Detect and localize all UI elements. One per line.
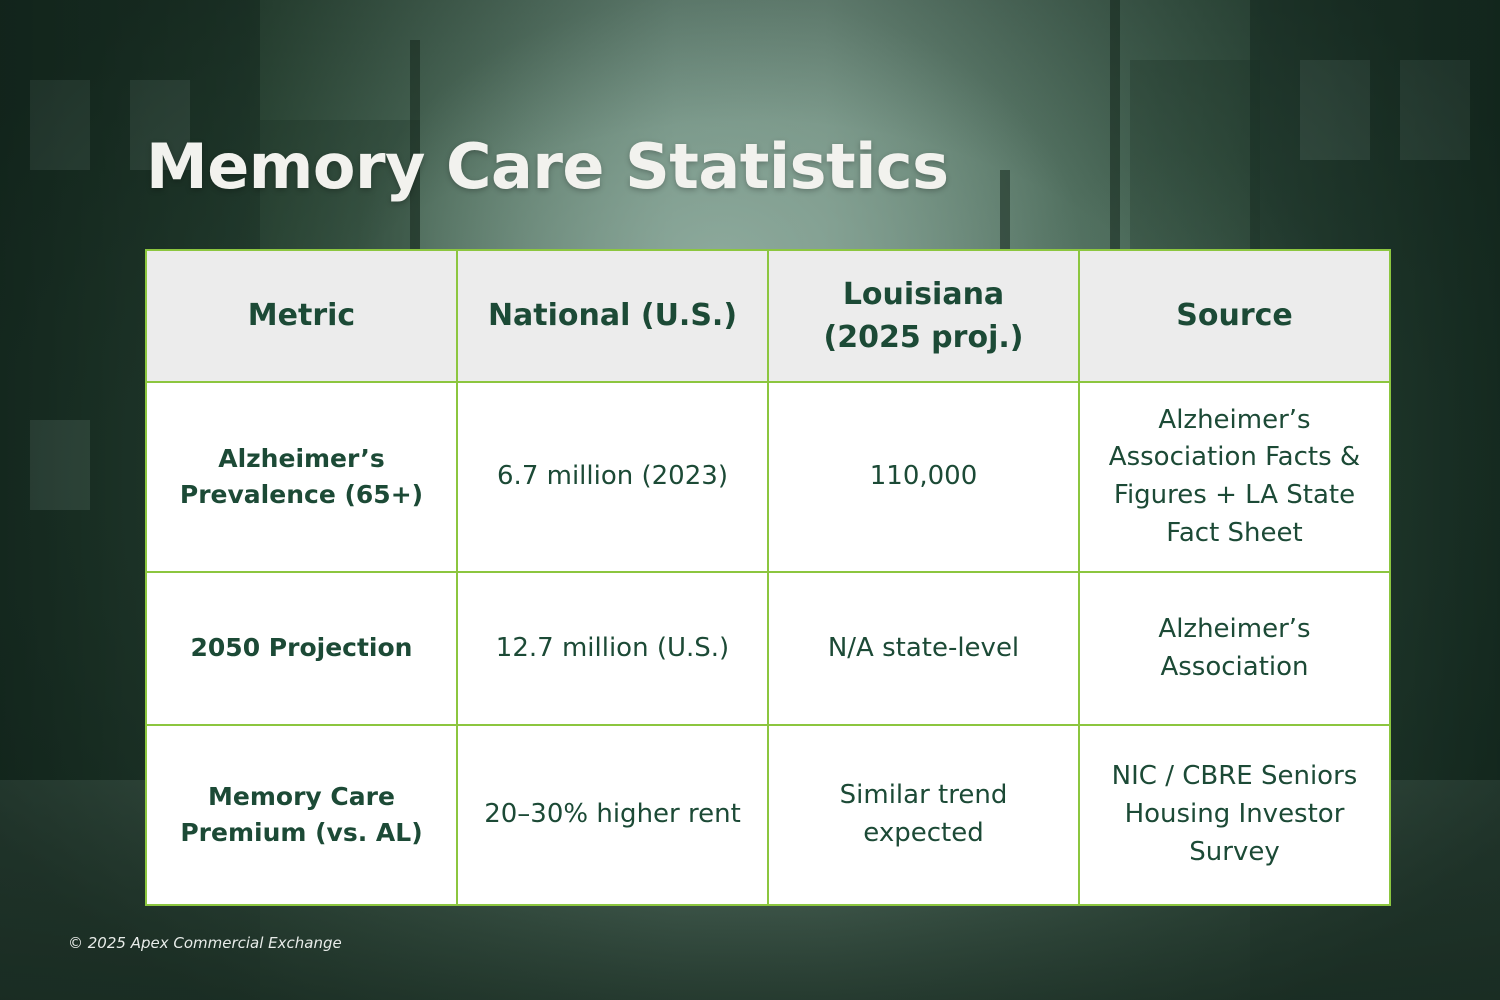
cell-metric: Memory Care Premium (vs. AL) (145, 724, 458, 906)
cell-national: 20–30% higher rent (456, 724, 769, 906)
copyright-notice: © 2025 Apex Commercial Exchange (68, 934, 342, 952)
cell-national: 12.7 million (U.S.) (456, 571, 769, 726)
cell-source: Alzheimer’s Association (1078, 571, 1391, 726)
cell-source: Alzheimer’s Association Facts & Figures … (1078, 381, 1391, 573)
cell-metric: Alzheimer’s Prevalence (65+) (145, 381, 458, 573)
header-louisiana: Louisiana (2025 proj.) (767, 249, 1080, 383)
table-row: Alzheimer’s Prevalence (65+) 6.7 million… (145, 381, 1391, 573)
header-national: National (U.S.) (456, 249, 769, 383)
cell-metric: 2050 Projection (145, 571, 458, 726)
cell-source: NIC / CBRE Seniors Housing Investor Surv… (1078, 724, 1391, 906)
table-row: Memory Care Premium (vs. AL) 20–30% high… (145, 724, 1391, 906)
page-title: Memory Care Statistics (146, 130, 949, 203)
header-metric: Metric (145, 249, 458, 383)
cell-louisiana: N/A state-level (767, 571, 1080, 726)
cell-louisiana: 110,000 (767, 381, 1080, 573)
table-row: 2050 Projection 12.7 million (U.S.) N/A … (145, 571, 1391, 726)
cell-louisiana: Similar trend expected (767, 724, 1080, 906)
header-source: Source (1078, 249, 1391, 383)
table-header-row: Metric National (U.S.) Louisiana (2025 p… (145, 249, 1391, 383)
cell-national: 6.7 million (2023) (456, 381, 769, 573)
statistics-table: Metric National (U.S.) Louisiana (2025 p… (145, 249, 1391, 906)
